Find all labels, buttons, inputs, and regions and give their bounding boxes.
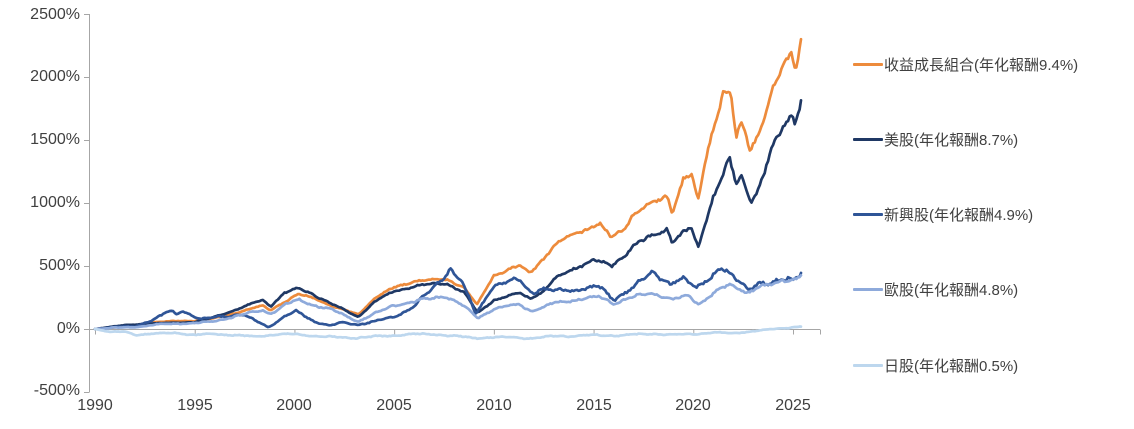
legend-label-europe-equity: 歐股(年化報酬4.8%) — [884, 281, 1019, 299]
x-axis-label-1990: 1990 — [77, 397, 113, 414]
y-axis-label-0: 0% — [56, 320, 80, 337]
legend-item-income-growth-portfolio: 收益成長組合(年化報酬9.4%) — [853, 54, 1078, 74]
x-axis-label-1995: 1995 — [177, 397, 213, 414]
legend-item-japan-equity: 日股(年化報酬0.5%) — [853, 355, 1018, 375]
x-axis-label-2015: 2015 — [576, 397, 612, 414]
x-axis-label-2020: 2020 — [675, 397, 711, 414]
legend: 收益成長組合(年化報酬9.4%) 美股(年化報酬8.7%) 新興股(年化報酬4.… — [853, 0, 1134, 429]
y-axis-label-2500: 2500% — [30, 6, 80, 23]
legend-label-emerging-equity: 新興股(年化報酬4.9%) — [884, 206, 1034, 224]
y-axis-label-1000: 1000% — [30, 194, 80, 211]
legend-line-swatch-japan-equity — [853, 363, 883, 367]
y-axis-label-500: 500% — [39, 257, 80, 274]
y-axis-label-2000: 2000% — [30, 68, 80, 85]
y-axis-label-1500: 1500% — [30, 131, 80, 148]
legend-line-swatch-us-equity — [853, 137, 883, 141]
legend-item-emerging-equity: 新興股(年化報酬4.9%) — [853, 204, 1033, 224]
x-axis-label-2025: 2025 — [775, 397, 811, 414]
legend-line-swatch-income-growth — [853, 62, 883, 66]
legend-line-swatch-emerging-equity — [853, 212, 883, 216]
legend-item-us-equity: 美股(年化報酬8.7%) — [853, 129, 1018, 149]
y-axis-label-neg500: -500% — [33, 382, 80, 399]
legend-line-swatch-europe-equity — [853, 287, 883, 291]
x-axis-label-2005: 2005 — [376, 397, 412, 414]
legend-label-japan-equity: 日股(年化報酬0.5%) — [884, 357, 1019, 375]
legend-label-us-equity: 美股(年化報酬8.7%) — [884, 131, 1019, 149]
legend-item-europe-equity: 歐股(年化報酬4.8%) — [853, 279, 1018, 299]
legend-label-income-growth: 收益成長組合(年化報酬9.4%) — [884, 56, 1079, 74]
x-axis-label-2010: 2010 — [476, 397, 512, 414]
x-axis-label-2000: 2000 — [276, 397, 312, 414]
